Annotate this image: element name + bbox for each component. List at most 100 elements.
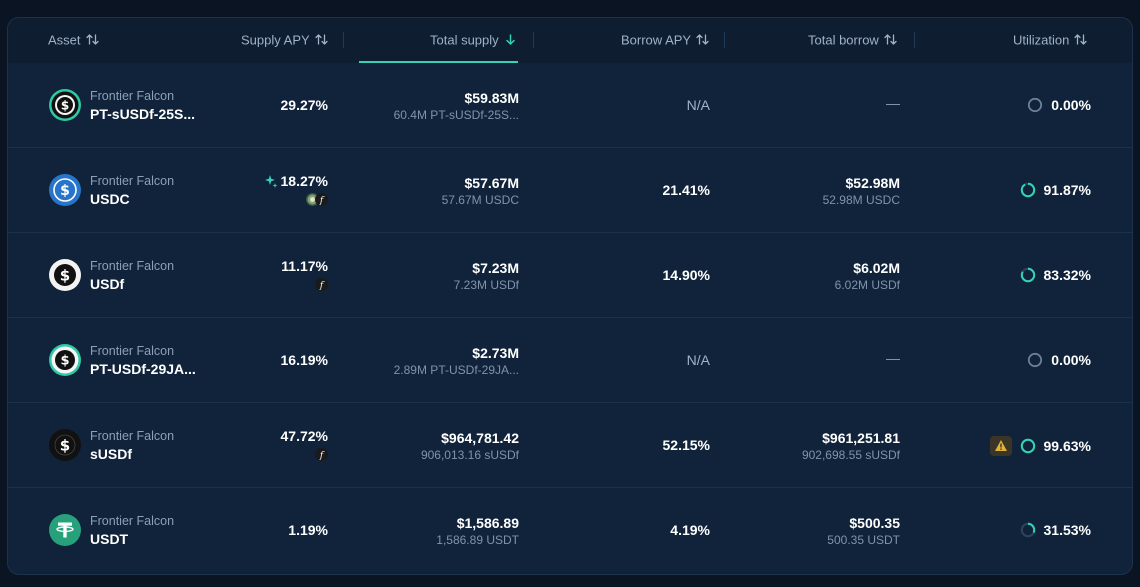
supply-apy-value: 18.27% — [264, 172, 328, 190]
table-row[interactable]: $ Frontier Falcon PT-sUSDf-25S... 29.27%… — [8, 63, 1132, 148]
falcon-reward-icon: f — [315, 193, 328, 206]
svg-text:$: $ — [60, 267, 70, 285]
total-supply-native: 1,586.89 USDT — [436, 533, 519, 547]
total-borrow-cell: $6.02M 6.02M USDf — [835, 259, 900, 294]
empty-dash — [886, 104, 900, 105]
asset-cell: Frontier Falcon sUSDf — [90, 428, 174, 464]
boost-sparkle-icon — [264, 173, 281, 189]
asset-protocol: Frontier Falcon — [90, 344, 175, 358]
column-divider — [343, 32, 344, 48]
asset-cell: Frontier Falcon PT-USDf-29JA... — [90, 343, 196, 379]
table-row[interactable]: $ Frontier Falcon USDC 18.27% f $57.67M … — [8, 148, 1132, 233]
warning-icon[interactable] — [989, 436, 1012, 456]
svg-text:$: $ — [60, 183, 70, 199]
utilization-value: 91.87% — [1043, 181, 1091, 198]
borrow-apy-value: 4.19% — [670, 522, 710, 538]
column-header-total-borrow[interactable]: Total borrow — [808, 18, 897, 63]
supply-apy-cell: 16.19% — [281, 351, 328, 369]
reward-icons: f — [281, 278, 328, 294]
total-borrow-native: 6.02M USDf — [834, 278, 900, 292]
total-supply-cell: $7.23M 7.23M USDf — [454, 259, 519, 294]
total-supply-cell: $2.73M 2.89M PT-USDf-29JA... — [394, 344, 519, 379]
asset-symbol: sUSDf — [90, 446, 133, 462]
utilization-cell: 31.53% — [1020, 521, 1091, 541]
total-supply-cell: $964,781.42 906,013.16 sUSDf — [421, 429, 519, 464]
svg-text:f: f — [319, 196, 325, 206]
utilization-cell: 0.00% — [1027, 96, 1091, 116]
utilization-value: 0.00% — [1051, 351, 1091, 368]
asset-cell: Frontier Falcon USDf — [90, 258, 174, 294]
asset-protocol: Frontier Falcon — [90, 89, 175, 103]
borrow-apy-cell: N/A — [687, 351, 710, 369]
borrow-apy-cell: 14.90% — [663, 266, 710, 284]
supply-apy-cell: 29.27% — [281, 96, 328, 114]
total-supply-value: $7.23M — [472, 260, 519, 276]
supply-apy-cell: 47.72% f — [281, 427, 328, 464]
falcon-reward-icon: f — [315, 448, 328, 461]
asset-protocol: Frontier Falcon — [90, 429, 175, 443]
borrow-apy-value: 14.90% — [662, 267, 710, 283]
column-divider — [724, 32, 725, 48]
utilization-ring-icon — [1020, 267, 1035, 282]
total-supply-native: 57.67M USDC — [441, 193, 519, 207]
table-row[interactable]: $ Frontier Falcon sUSDf 47.72% f $964,78… — [8, 403, 1132, 488]
total-borrow-cell — [886, 359, 900, 360]
pt-susdf-token-icon: $ — [49, 89, 81, 121]
utilization-cell: 99.63% — [989, 436, 1091, 456]
susdf-token-icon: $ — [49, 429, 81, 461]
total-borrow-cell: $500.35 500.35 USDT — [827, 514, 900, 549]
total-supply-native: 7.23M USDf — [453, 278, 519, 292]
utilization-ring-icon — [1020, 182, 1035, 197]
empty-dash — [886, 359, 900, 360]
column-divider — [533, 32, 534, 48]
total-borrow-native: 52.98M USDC — [822, 193, 900, 207]
asset-protocol: Frontier Falcon — [90, 514, 175, 528]
asset-cell: Frontier Falcon PT-sUSDf-25S... — [90, 88, 195, 124]
sort-icon — [884, 34, 897, 45]
column-header-asset[interactable]: Asset — [48, 18, 99, 63]
table-row[interactable]: $ Frontier Falcon PT-USDf-29JA... 16.19%… — [8, 318, 1132, 403]
supply-apy-value: 29.27% — [280, 97, 328, 113]
total-borrow-cell — [886, 104, 900, 105]
borrow-apy-value: 52.15% — [662, 437, 710, 453]
sort-icon — [315, 34, 328, 45]
total-supply-native: 60.4M PT-sUSDf-25S... — [393, 108, 519, 122]
total-supply-value: $59.83M — [464, 90, 519, 106]
column-header-utilization[interactable]: Utilization — [1013, 18, 1088, 63]
column-header-total-supply[interactable]: Total supply — [430, 18, 517, 63]
usdc-token-icon: $ — [49, 174, 81, 206]
utilization-ring-icon — [1020, 522, 1035, 537]
usdt-token-icon — [49, 514, 81, 546]
svg-text:$: $ — [61, 99, 69, 113]
total-borrow-native: 500.35 USDT — [827, 533, 900, 547]
column-header-borrow-apy[interactable]: Borrow APY — [621, 18, 709, 63]
asset-symbol: PT-sUSDf-25S... — [90, 106, 196, 122]
utilization-ring-icon — [1028, 352, 1043, 367]
utilization-value: 31.53% — [1043, 521, 1091, 538]
column-header-supply-apy[interactable]: Supply APY — [241, 18, 328, 63]
sort-icon — [1074, 34, 1088, 45]
supply-apy-value: 16.19% — [280, 352, 328, 368]
supply-apy-value: 11.17% — [281, 258, 328, 274]
supply-apy-cell: 18.27% f — [264, 172, 328, 209]
supply-apy-value: 47.72% — [280, 428, 328, 444]
active-sort-indicator — [359, 61, 518, 63]
total-supply-value: $964,781.42 — [441, 430, 519, 446]
asset-symbol: PT-USDf-29JA... — [90, 361, 196, 377]
total-borrow-cell: $961,251.81 902,698.55 sUSDf — [802, 429, 900, 464]
markets-table: Asset Supply APY Total supply Borrow APY… — [7, 17, 1133, 575]
table-row[interactable]: $ Frontier Falcon USDf 11.17% f $7.23M 7… — [8, 233, 1132, 318]
utilization-ring-icon — [1020, 438, 1035, 454]
svg-text:$: $ — [60, 437, 70, 455]
supply-apy-cell: 1.19% — [288, 521, 328, 539]
borrow-apy-value: 21.41% — [662, 182, 710, 198]
total-borrow-value: $6.02M — [853, 260, 900, 276]
borrow-apy-value: N/A — [686, 352, 710, 368]
asset-cell: Frontier Falcon USDC — [90, 173, 174, 209]
svg-text:$: $ — [60, 354, 69, 369]
reward-icons: f — [264, 193, 328, 209]
total-borrow-value: $500.35 — [849, 515, 900, 531]
total-supply-value: $1,586.89 — [456, 515, 519, 531]
utilization-cell: 0.00% — [1027, 351, 1091, 371]
table-row[interactable]: Frontier Falcon USDT 1.19% $1,586.89 1,5… — [8, 488, 1132, 572]
